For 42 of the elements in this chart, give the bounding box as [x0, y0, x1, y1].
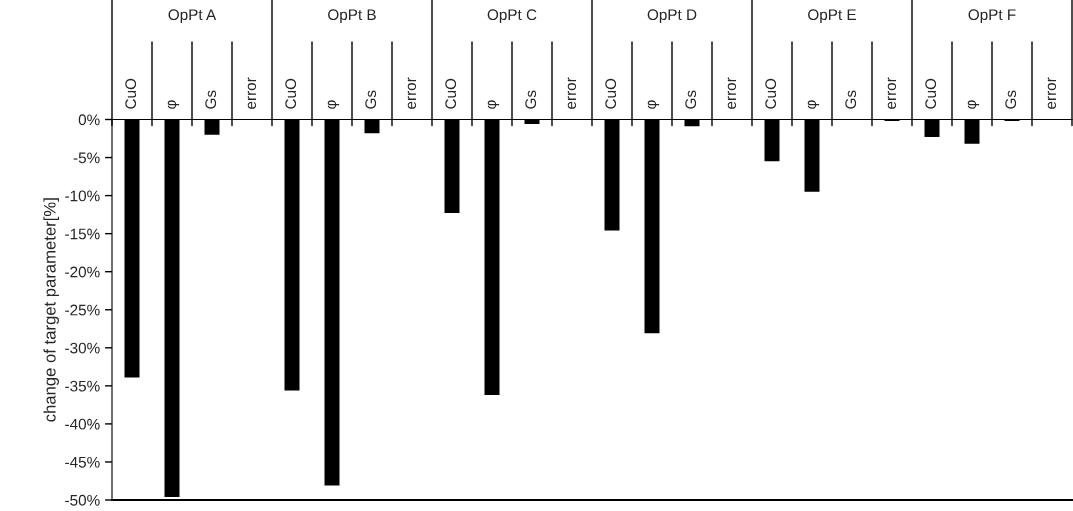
y-tick-label: -40%	[65, 418, 100, 430]
x-tick-label: φ	[967, 100, 980, 109]
text: OpPt D	[647, 9, 697, 24]
x-tick-label: φ	[167, 100, 180, 109]
y-tick-label: -45%	[65, 456, 100, 468]
text: OpPt E	[808, 9, 856, 24]
text: OpPt F	[968, 9, 1016, 24]
x-tick-label: error	[1047, 77, 1057, 109]
x-tick-label: Gs	[205, 90, 217, 109]
y-tick-label: -5%	[73, 152, 100, 164]
x-tick-label: CuO	[445, 78, 457, 109]
x-tick-label: Gs	[1005, 90, 1017, 109]
text: OpPt C	[487, 9, 537, 24]
x-tick-label: Gs	[845, 90, 857, 109]
y-tick-label: -10%	[65, 190, 100, 202]
x-tick-label: error	[567, 77, 577, 109]
x-tick-label: error	[407, 77, 417, 109]
text: OpPt A	[168, 9, 217, 24]
x-tick-label: φ	[487, 100, 500, 109]
y-tick-label: -15%	[65, 228, 100, 240]
x-tick-label: CuO	[605, 78, 617, 109]
x-tick-label: CuO	[285, 78, 297, 109]
x-tick-label: Gs	[685, 90, 697, 109]
x-tick-label: Gs	[525, 90, 537, 109]
x-tick-label: φ	[327, 100, 340, 109]
y-tick-label: -25%	[65, 304, 100, 316]
x-tick-label: Gs	[365, 90, 377, 109]
y-tick-label: -20%	[65, 266, 100, 278]
y-tick-label: -30%	[65, 342, 100, 354]
x-tick-label: CuO	[125, 78, 137, 109]
x-tick-label: φ	[807, 100, 820, 109]
x-tick-label: error	[887, 77, 897, 109]
x-tick-label: error	[247, 77, 257, 109]
text: OpPt B	[328, 9, 376, 24]
x-tick-label: error	[727, 77, 737, 109]
y-tick-label: -50%	[65, 494, 100, 506]
x-tick-label: CuO	[765, 78, 777, 109]
y-tick-label: -35%	[65, 380, 100, 392]
x-tick-label: φ	[647, 100, 660, 109]
y-axis-title: change of target parameter[%]	[43, 198, 59, 422]
x-tick-label: CuO	[925, 78, 937, 109]
y-tick-label: 0%	[78, 114, 100, 126]
